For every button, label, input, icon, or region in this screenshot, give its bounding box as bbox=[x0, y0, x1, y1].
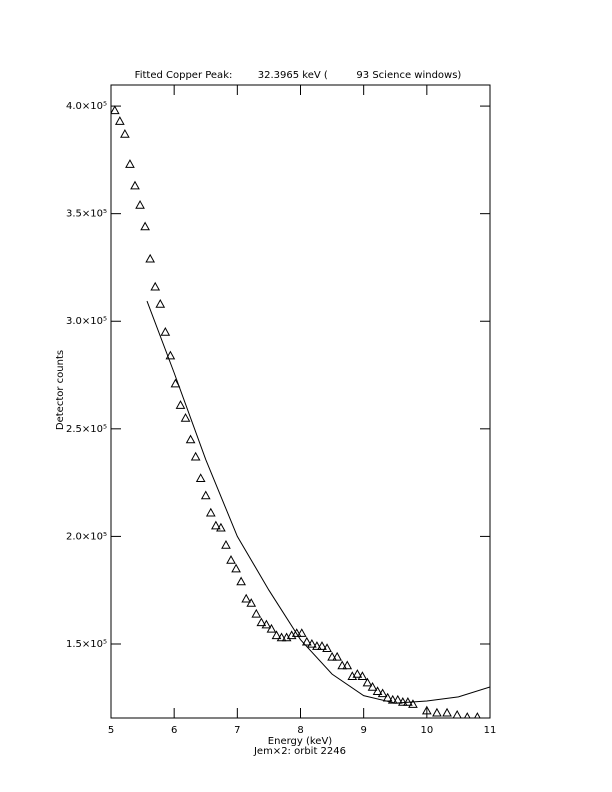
data-point bbox=[125, 159, 135, 168]
data-point bbox=[205, 507, 216, 517]
data-point bbox=[387, 694, 398, 704]
y-tick-label: 2.5×10⁵ bbox=[66, 424, 107, 435]
data-point bbox=[452, 709, 462, 718]
data-point bbox=[256, 617, 267, 627]
data-point bbox=[145, 253, 156, 263]
x-tick-label: 9 bbox=[360, 725, 366, 736]
data-point bbox=[216, 522, 226, 532]
data-point bbox=[114, 116, 125, 125]
data-point bbox=[150, 281, 161, 291]
data-point bbox=[276, 632, 287, 642]
data-point bbox=[362, 677, 373, 687]
data-point bbox=[200, 490, 211, 500]
data-point bbox=[130, 180, 140, 190]
data-point bbox=[246, 598, 257, 607]
data-point bbox=[140, 221, 150, 231]
x-tick-label: 10 bbox=[420, 725, 433, 736]
y-tick-label: 2.0×10⁵ bbox=[66, 531, 107, 542]
data-point bbox=[357, 671, 368, 680]
x-tick-label: 6 bbox=[171, 725, 177, 736]
data-point bbox=[332, 651, 342, 661]
data-point bbox=[432, 707, 442, 717]
data-point bbox=[180, 413, 191, 422]
data-point bbox=[372, 686, 383, 696]
x-tick-label: 7 bbox=[234, 725, 240, 736]
x-tick-label: 5 bbox=[108, 725, 114, 736]
data-point bbox=[322, 643, 332, 652]
data-point bbox=[317, 641, 327, 650]
x-tick-label: 11 bbox=[484, 725, 497, 736]
data-point bbox=[165, 350, 176, 360]
data-point bbox=[211, 520, 221, 530]
y-tick-label: 3.5×10⁵ bbox=[66, 209, 107, 220]
fit-curve bbox=[146, 300, 490, 704]
data-point bbox=[474, 712, 481, 718]
data-point bbox=[135, 200, 145, 209]
data-point bbox=[160, 326, 171, 336]
data-point bbox=[221, 539, 231, 549]
data-point bbox=[190, 451, 201, 461]
data-point bbox=[352, 669, 363, 678]
data-point bbox=[266, 623, 277, 633]
data-point bbox=[307, 638, 317, 648]
data-point bbox=[185, 434, 196, 444]
plot-area bbox=[111, 105, 490, 718]
y-tick-label: 4.0×10⁵ bbox=[66, 101, 107, 112]
data-point bbox=[367, 681, 378, 691]
y-axis-label: Detector counts bbox=[55, 350, 66, 430]
data-point bbox=[231, 563, 241, 573]
data-point bbox=[327, 651, 337, 661]
data-point bbox=[120, 129, 130, 138]
data-point bbox=[301, 636, 312, 646]
data-point bbox=[261, 619, 272, 629]
subtitle: Jem×2: orbit 2246 bbox=[253, 746, 346, 757]
data-point bbox=[175, 400, 186, 409]
data-point bbox=[155, 299, 166, 308]
data-point bbox=[397, 697, 408, 706]
data-point bbox=[251, 608, 262, 618]
data-point bbox=[291, 628, 302, 637]
data-point bbox=[236, 576, 246, 586]
data-point bbox=[337, 660, 348, 670]
data-point bbox=[312, 641, 322, 650]
y-tick-label: 1.5×10⁵ bbox=[66, 639, 107, 650]
data-point bbox=[111, 105, 120, 115]
data-point bbox=[463, 712, 471, 718]
data-point bbox=[377, 688, 388, 698]
data-point bbox=[342, 660, 353, 670]
data-point bbox=[226, 555, 236, 564]
data-point bbox=[271, 630, 282, 640]
data-point bbox=[442, 707, 452, 717]
data-point bbox=[408, 699, 418, 708]
y-tick-label: 3.0×10⁵ bbox=[66, 316, 107, 327]
data-point bbox=[296, 628, 307, 637]
x-tick-label: 8 bbox=[297, 725, 303, 736]
data-point bbox=[195, 473, 206, 483]
x-axis-label: Energy (keV) bbox=[268, 736, 333, 747]
chart-title: Fitted Copper Peak: 32.3965 keV ( 93 Sci… bbox=[135, 70, 462, 81]
data-point bbox=[241, 593, 252, 603]
